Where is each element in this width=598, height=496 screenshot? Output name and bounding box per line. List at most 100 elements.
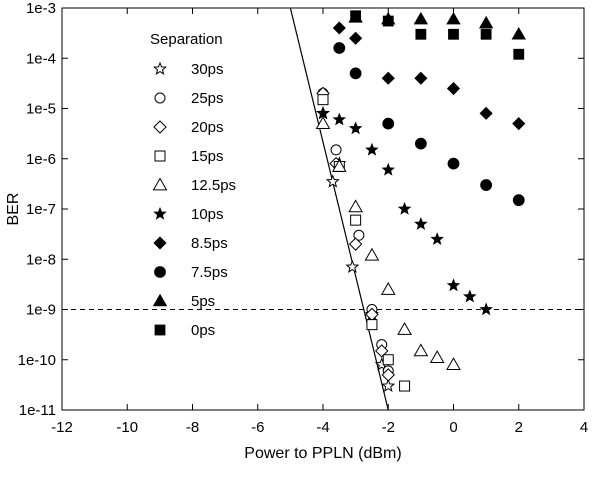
legend-marker <box>153 120 167 134</box>
x-tick-label: -6 <box>251 419 264 436</box>
data-point <box>380 281 396 295</box>
data-point <box>414 71 428 85</box>
legend-label: 0ps <box>191 322 215 339</box>
data-point <box>413 343 429 357</box>
data-point <box>413 11 429 25</box>
series-15ps <box>317 94 411 392</box>
data-point <box>348 237 363 251</box>
legend-label: 7.5ps <box>191 264 228 281</box>
legend-marker <box>153 206 167 220</box>
data-point <box>364 247 380 261</box>
data-point <box>331 159 347 172</box>
data-point <box>446 278 461 292</box>
data-point <box>353 229 365 241</box>
data-point <box>381 162 396 176</box>
data-point <box>397 321 412 335</box>
data-point <box>348 199 363 213</box>
data-point <box>315 116 331 130</box>
legend-item: 0ps <box>154 322 215 339</box>
data-point <box>332 21 346 35</box>
y-tick-label: 1e-7 <box>26 201 56 218</box>
data-point <box>345 259 360 274</box>
data-point <box>479 106 493 120</box>
legend-item: 15ps <box>154 148 224 165</box>
data-point <box>429 350 445 364</box>
data-point <box>332 112 347 126</box>
legend-marker <box>154 266 166 278</box>
legend-title: Separation <box>150 31 223 48</box>
series-8-5ps <box>332 21 526 131</box>
data-point <box>448 28 459 40</box>
y-tick-label: 1e-8 <box>26 251 56 268</box>
y-tick-label: 1e-11 <box>19 402 56 419</box>
data-point <box>446 357 461 370</box>
x-tick-label: -8 <box>186 419 199 436</box>
data-point <box>382 354 394 366</box>
legend-label: 5ps <box>191 293 215 310</box>
series-12-5ps <box>315 116 461 370</box>
legend-marker <box>152 177 168 191</box>
legend-marker <box>152 293 168 307</box>
legend-marker <box>152 61 168 75</box>
data-point <box>513 48 525 60</box>
data-point <box>414 217 428 230</box>
legend-marker <box>154 150 166 162</box>
data-point <box>382 15 394 27</box>
data-point <box>317 94 329 106</box>
data-point <box>330 144 342 156</box>
series-10ps <box>316 106 493 316</box>
data-point <box>511 26 526 40</box>
data-point <box>480 179 493 191</box>
data-point <box>446 11 461 25</box>
plot-frame <box>61 7 585 411</box>
x-tick-label: 4 <box>580 419 588 436</box>
data-point <box>375 344 389 358</box>
legend-item: 25ps <box>154 90 224 107</box>
data-point <box>430 232 444 245</box>
series-5ps <box>348 10 526 40</box>
data-point <box>397 201 412 215</box>
y-tick-label: 1e-3 <box>26 0 56 17</box>
legend-item: 12.5ps <box>152 177 236 194</box>
data-point <box>365 142 379 156</box>
data-point <box>382 117 395 130</box>
data-point <box>415 28 427 40</box>
data-point <box>381 368 395 382</box>
y-tick-label: 1e-10 <box>18 352 56 369</box>
data-point <box>414 137 427 150</box>
y-axis-label: BER <box>5 193 22 226</box>
chart-marks <box>315 10 526 392</box>
legend-label: 30ps <box>191 61 224 78</box>
data-point <box>350 214 362 226</box>
x-tick-label: 2 <box>515 419 523 436</box>
legend-label: 12.5ps <box>191 177 236 194</box>
axes: -12 -10 -8 -6 -4 -2 0 2 4 1e-11 1e-10 1e-9 1e-8 1e-7 1… <box>5 0 588 462</box>
legend-label: 10ps <box>191 206 224 223</box>
y-tick-label: 1e-4 <box>26 50 56 67</box>
legend-label: 8.5ps <box>191 235 228 252</box>
x-tick-label: -4 <box>316 419 329 436</box>
y-tick-label: 1e-6 <box>26 151 56 168</box>
data-point <box>366 319 378 331</box>
data-point <box>446 81 461 96</box>
x-axis-label: Power to PPLN (dBm) <box>244 445 401 462</box>
legend: Separation 30ps 25ps 20ps 15ps 12.5ps 10ps 8.5p… <box>150 31 236 339</box>
data-point <box>348 121 363 135</box>
y-tick-label: 1e-5 <box>26 101 56 118</box>
data-point <box>350 10 362 22</box>
data-point <box>381 378 396 392</box>
x-tick-label: -2 <box>382 419 395 436</box>
legend-label: 15ps <box>191 148 224 165</box>
data-point <box>349 67 362 80</box>
data-point <box>478 15 494 29</box>
series-0ps <box>350 10 525 60</box>
data-point <box>447 157 460 170</box>
legend-item: 30ps <box>152 61 224 78</box>
data-point <box>399 380 411 392</box>
data-point <box>512 194 525 207</box>
data-point <box>479 302 493 316</box>
x-tick-label: -12 <box>51 419 73 436</box>
x-tick-label: 0 <box>449 419 457 436</box>
legend-item: 20ps <box>153 119 224 136</box>
